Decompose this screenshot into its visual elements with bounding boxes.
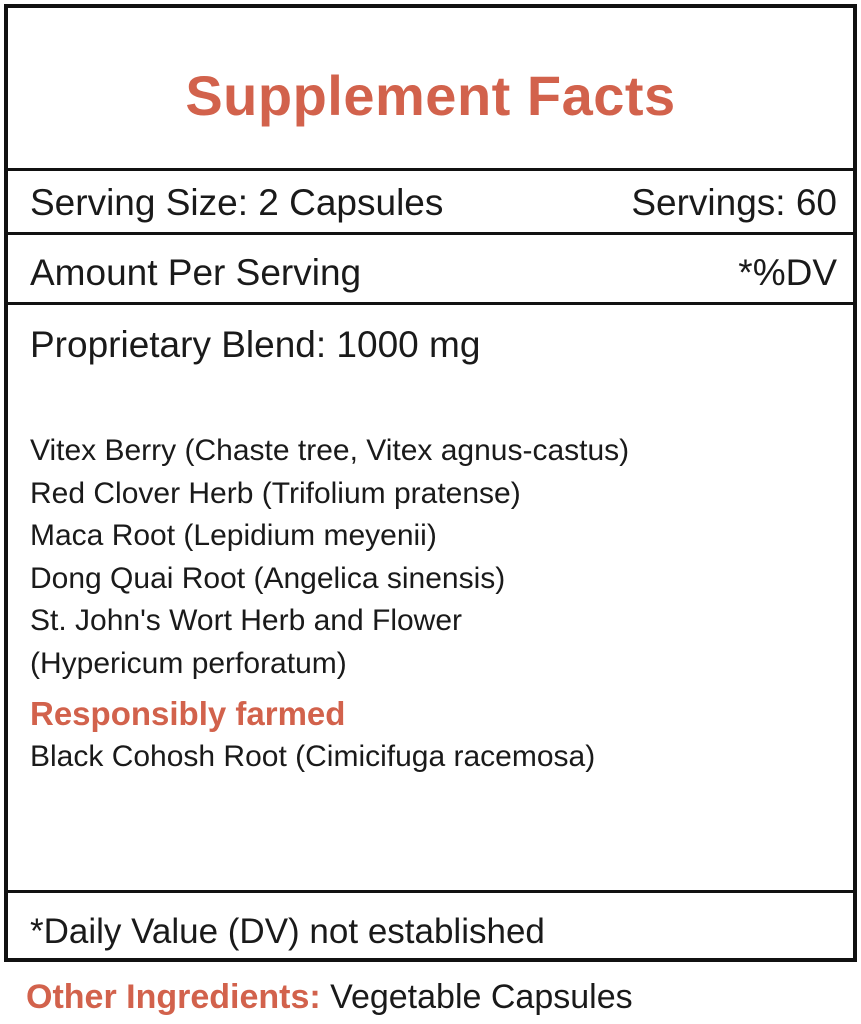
servings: Servings: 60 bbox=[631, 182, 837, 223]
ingredient: Black Cohosh Root (Cimicifuga racemosa) bbox=[30, 740, 596, 773]
ingredient: Vitex Berry (Chaste tree, Vitex agnus-ca… bbox=[30, 434, 630, 467]
ingredient-list: Vitex Berry (Chaste tree, Vitex agnus-ca… bbox=[30, 436, 629, 691]
farmed-list: Black Cohosh Root (Cimicifuga racemosa) bbox=[30, 742, 595, 772]
ingredient: Maca Root (Lepidium meyenii) bbox=[30, 519, 437, 552]
divider bbox=[8, 232, 853, 235]
ingredient: (Hypericum perforatum) bbox=[30, 646, 347, 680]
divider bbox=[8, 302, 853, 305]
divider bbox=[8, 890, 853, 893]
title: Supplement Facts bbox=[185, 64, 676, 127]
dv-label: *%DV bbox=[738, 252, 837, 293]
footnote: *Daily Value (DV) not established bbox=[30, 912, 545, 951]
other-ingredients: Other Ingredients: Vegetable Capsules bbox=[26, 980, 633, 1014]
ingredient: Dong Quai Root (Angelica sinensis) bbox=[30, 561, 506, 595]
facts-panel: Supplement Facts Serving Size: 2 Capsule… bbox=[4, 4, 857, 962]
blend: Proprietary Blend: 1000 mg bbox=[30, 324, 481, 365]
serving-size: Serving Size: 2 Capsules bbox=[30, 182, 444, 223]
amount-label: Amount Per Serving bbox=[30, 252, 362, 293]
ingredient: St. John's Wort Herb and Flower bbox=[30, 604, 463, 637]
subheading: Responsibly farmed bbox=[30, 695, 346, 732]
divider bbox=[8, 168, 853, 171]
other-label: Other Ingredients: bbox=[26, 978, 321, 1016]
other-value: Vegetable Capsules bbox=[330, 978, 633, 1016]
ingredient: Red Clover Herb (Trifolium pratense) bbox=[30, 476, 521, 510]
